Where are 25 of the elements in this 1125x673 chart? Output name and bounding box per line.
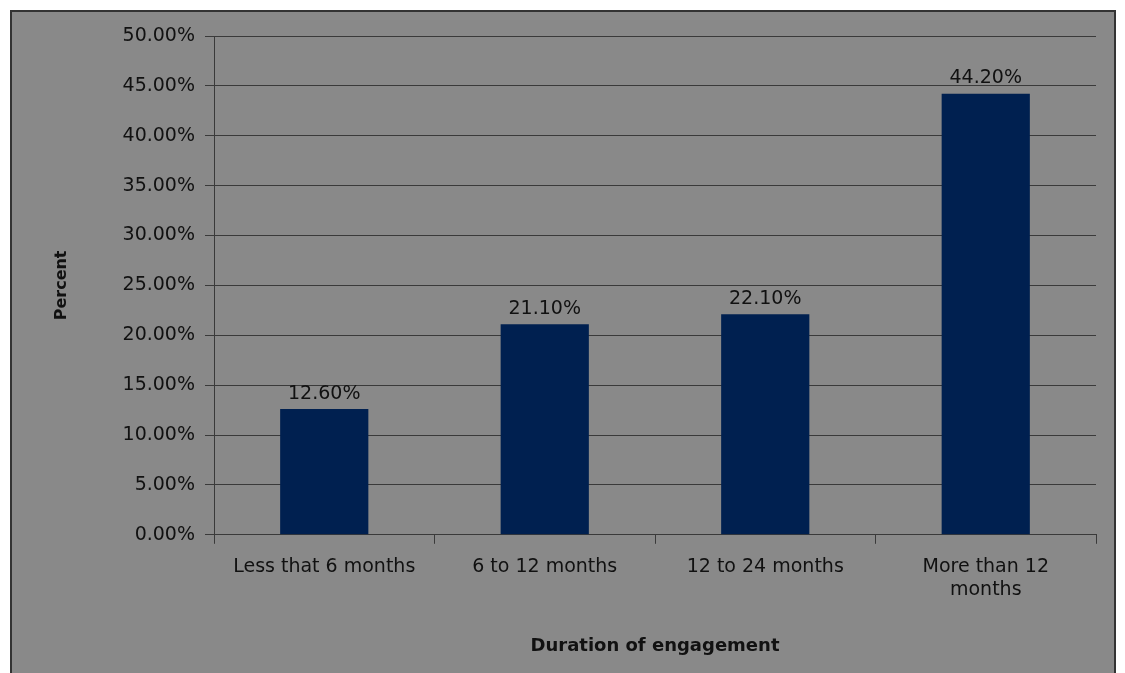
y-tick-label: 25.00% xyxy=(122,272,195,295)
data-label: 21.10% xyxy=(508,295,581,318)
y-tick-label: 35.00% xyxy=(122,172,195,195)
y-tick-label: 20.00% xyxy=(122,322,195,345)
bar xyxy=(941,93,1030,535)
y-tick-label: 45.00% xyxy=(122,72,195,95)
y-axis-title: Percent xyxy=(50,250,70,321)
bar xyxy=(721,314,810,535)
y-tick-label: 15.00% xyxy=(122,372,195,395)
x-tick-label: 6 to 12 months xyxy=(472,554,618,577)
data-label: 22.10% xyxy=(729,285,802,308)
x-tick-label: More than 12 months xyxy=(922,554,1050,599)
y-tick-label: 50.00% xyxy=(122,22,195,45)
y-tick-label: 10.00% xyxy=(122,421,195,444)
bar xyxy=(280,409,369,535)
y-tick-label: 0.00% xyxy=(134,521,195,544)
x-axis-title: Duration of engagement xyxy=(530,633,780,655)
x-tick-label: 12 to 24 months xyxy=(686,554,844,577)
y-tick-label: 40.00% xyxy=(122,122,195,145)
x-tick-label: Less that 6 months xyxy=(233,554,416,577)
y-tick-label: 30.00% xyxy=(122,222,195,245)
data-label: 44.20% xyxy=(949,65,1022,88)
y-tick-label: 5.00% xyxy=(134,471,195,494)
data-label: 12.60% xyxy=(288,380,361,403)
bar xyxy=(500,324,589,535)
